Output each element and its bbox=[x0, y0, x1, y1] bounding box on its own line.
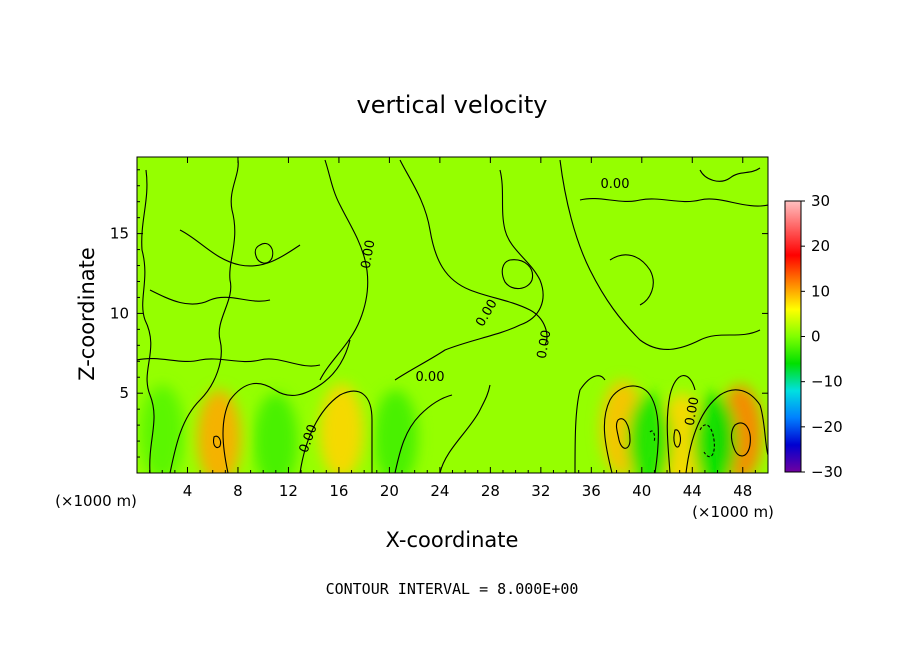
x-tick-label: 36 bbox=[582, 482, 601, 500]
x-units-right: (×1000 m) bbox=[692, 503, 774, 521]
colorbar-tick-label: −10 bbox=[811, 373, 843, 391]
x-axis-label: X-coordinate bbox=[386, 528, 519, 552]
x-tick-label: 48 bbox=[733, 482, 752, 500]
contour-label: 0.00 bbox=[683, 396, 703, 427]
colorbar-tick-label: −20 bbox=[811, 418, 843, 436]
x-tick-label: 28 bbox=[481, 482, 500, 500]
colorbar-ticks: 30 20 10 0 −10 −20 −30 bbox=[801, 192, 843, 481]
contour-label: 0.00 bbox=[416, 370, 445, 385]
field-feature-9 bbox=[140, 385, 185, 473]
x-tick-label: 8 bbox=[233, 482, 243, 500]
contour-label: 0.00 bbox=[359, 239, 379, 270]
x-tick-label: 32 bbox=[531, 482, 550, 500]
x-tick-label: 20 bbox=[380, 482, 399, 500]
field-feature-0 bbox=[197, 389, 242, 473]
field-feature-8 bbox=[373, 389, 418, 473]
contour-label: 0.00 bbox=[601, 177, 630, 192]
x-tick-label: 16 bbox=[329, 482, 348, 500]
contour-lines bbox=[137, 159, 768, 473]
plot-area: 0.000.000.000.000.000.000.00 4 8 12 16 20 24 2… bbox=[110, 156, 769, 500]
colorbar-tick-label: 30 bbox=[811, 192, 830, 210]
contour-interval-text: CONTOUR INTERVAL = 8.000E+00 bbox=[326, 580, 579, 598]
colorbar: 30 20 10 0 −10 −20 −30 bbox=[784, 192, 843, 481]
field-feature-6 bbox=[627, 393, 672, 473]
colorbar-tick-label: 10 bbox=[811, 282, 830, 300]
x-tick-label: 4 bbox=[183, 482, 193, 500]
field-feature-7 bbox=[253, 393, 298, 473]
x-tick-label: 12 bbox=[279, 482, 298, 500]
x-tick-label: 40 bbox=[632, 482, 651, 500]
colorbar-tick-label: 20 bbox=[811, 237, 830, 255]
colorbar-tick-label: −30 bbox=[811, 463, 843, 481]
y-axis: 5 10 15 bbox=[110, 169, 768, 458]
y-tick-label: 10 bbox=[110, 304, 129, 322]
field-feature-3 bbox=[660, 393, 705, 473]
x-units-left: (×1000 m) bbox=[55, 492, 137, 510]
colorbar-tick-label: 0 bbox=[811, 328, 821, 346]
y-tick-label: 15 bbox=[110, 225, 129, 243]
x-axis: 4 8 12 16 20 24 28 32 36 40 44 48 bbox=[149, 157, 756, 500]
contour-labels: 0.000.000.000.000.000.000.00 bbox=[297, 177, 703, 455]
x-tick-label: 44 bbox=[683, 482, 702, 500]
x-tick-label: 24 bbox=[430, 482, 449, 500]
y-axis-label: Z-coordinate bbox=[75, 247, 99, 381]
field-feature-1 bbox=[319, 383, 364, 473]
y-tick-label: 5 bbox=[119, 384, 129, 402]
contour-label: 0.00 bbox=[535, 329, 555, 360]
colorbar-gradient bbox=[784, 200, 802, 473]
chart-title: vertical velocity bbox=[357, 91, 548, 119]
